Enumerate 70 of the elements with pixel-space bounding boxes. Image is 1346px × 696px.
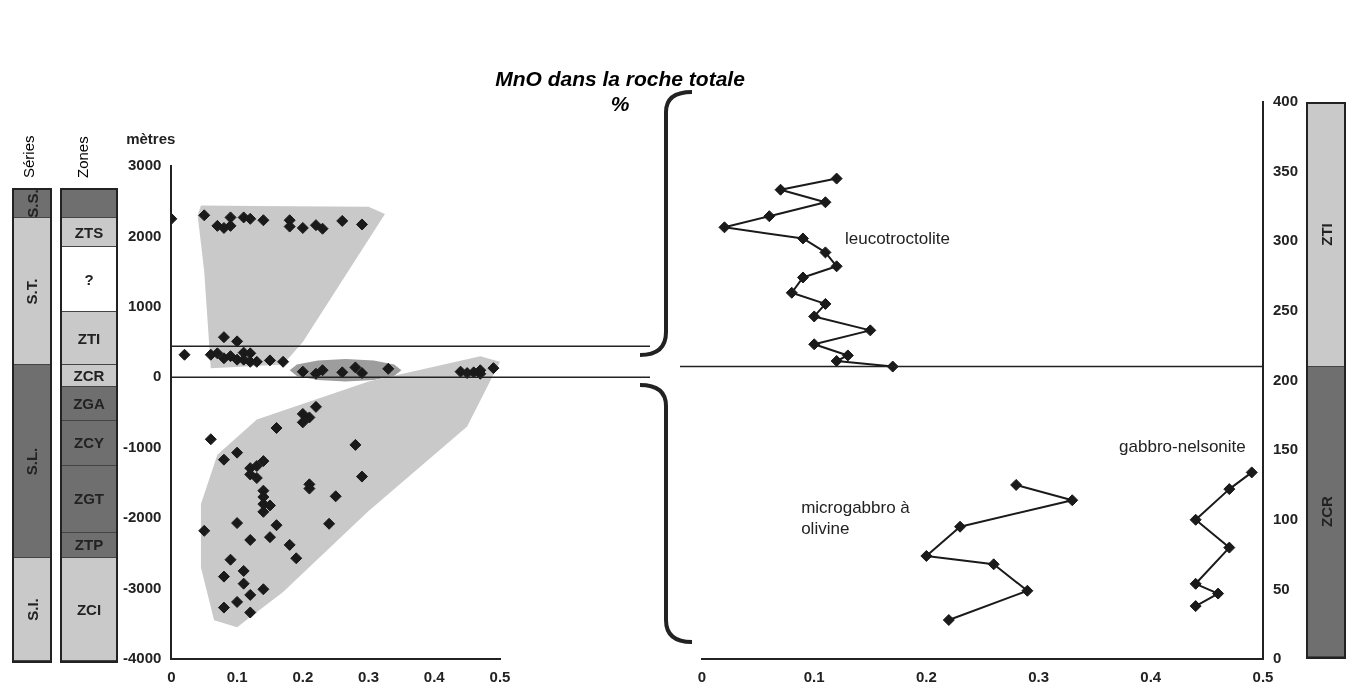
x-tick-label: 0 <box>167 668 176 686</box>
x-tick-label: 0.1 <box>226 668 248 686</box>
point <box>718 221 731 234</box>
x-tick-label: 0.3 <box>1028 668 1050 686</box>
point <box>796 271 809 284</box>
y-tick-label: 200 <box>1272 370 1298 388</box>
series-label: gabbro-nelsonite <box>1119 437 1246 457</box>
x-tick-label: 0.5 <box>1252 668 1274 686</box>
series-label: leucotroctolite <box>844 229 950 249</box>
point <box>1223 541 1236 554</box>
point <box>1189 577 1202 590</box>
point <box>942 614 955 627</box>
x-tick-label: 0.4 <box>1140 668 1162 686</box>
point <box>796 232 809 245</box>
y-tick-label: 250 <box>1272 301 1298 319</box>
point <box>1189 513 1202 526</box>
point <box>1066 494 1079 507</box>
y-tick-label: 3000 <box>127 156 162 174</box>
point <box>763 210 776 223</box>
point <box>1010 478 1023 491</box>
stratigraphic-column: ZTI ZCR <box>1306 102 1346 659</box>
point <box>954 520 967 533</box>
y-tick-label: 2000 <box>127 226 162 244</box>
y-tick-label: 350 <box>1272 161 1298 179</box>
y-tick-label: 400 <box>1272 92 1298 110</box>
point <box>987 558 1000 571</box>
point <box>886 360 899 373</box>
y-tick-label: 100 <box>1272 509 1298 527</box>
point <box>819 196 832 209</box>
x-tick-label: 0.1 <box>803 668 825 686</box>
y-tick-label: 0 <box>153 367 162 385</box>
point <box>841 349 854 362</box>
point <box>830 172 843 185</box>
point <box>920 549 933 562</box>
point <box>1223 483 1236 496</box>
y-tick-label: -2000 <box>122 508 162 526</box>
y-tick-label: 50 <box>1272 579 1290 597</box>
y-axis-title: mètres <box>126 130 176 147</box>
stratigraphic-column: S.S. S.T. S.L. S.I. <box>12 188 52 663</box>
point <box>1189 600 1202 613</box>
x-tick-label: 0.4 <box>423 668 446 686</box>
x-tick-label: 0.2 <box>915 668 937 686</box>
point <box>1245 466 1258 479</box>
x-axis-title: % <box>610 92 630 115</box>
point <box>819 246 832 259</box>
point <box>1021 584 1034 597</box>
text: Zones <box>74 136 91 178</box>
x-tick-label: 0.5 <box>489 668 511 686</box>
y-tick-label: 300 <box>1272 231 1298 249</box>
y-tick-label: 0 <box>1272 649 1282 667</box>
y-tick-label: -4000 <box>122 649 162 667</box>
x-tick-label: 0.3 <box>358 668 379 686</box>
x-tick-label: 0 <box>697 668 707 686</box>
y-tick-label: -3000 <box>122 578 162 596</box>
x-tick-label: 0.2 <box>292 668 314 686</box>
point <box>808 310 821 323</box>
text: MnO dans la roche totale <box>495 67 745 90</box>
y-tick-label: 1000 <box>127 297 162 314</box>
point <box>808 338 821 351</box>
point <box>864 324 877 337</box>
point <box>785 286 798 299</box>
y-tick-label: -1000 <box>122 437 162 455</box>
point <box>774 183 787 196</box>
series-label: microgabbro à olivine <box>801 497 911 538</box>
text: Séries <box>20 135 37 178</box>
y-tick-label: 150 <box>1272 440 1298 458</box>
point <box>819 297 832 310</box>
stratigraphic-column: ZTS ? ZTI ZCR ZGA ZCY ZGT ZTP ZCI <box>60 188 118 663</box>
point <box>1212 587 1225 600</box>
point <box>830 260 843 273</box>
